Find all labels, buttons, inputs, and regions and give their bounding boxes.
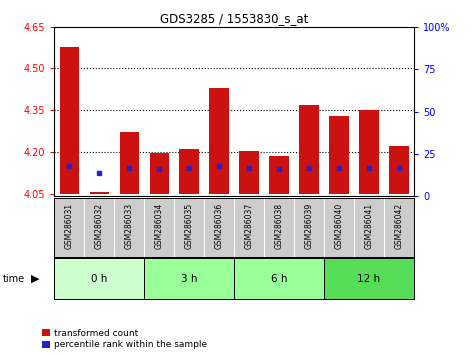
Text: GSM286038: GSM286038 [274, 203, 284, 249]
Legend: transformed count, percentile rank within the sample: transformed count, percentile rank withi… [43, 329, 207, 349]
Text: ▶: ▶ [31, 274, 40, 284]
Bar [54, 258, 144, 299]
Text: 3 h: 3 h [181, 274, 197, 284]
Bar [324, 258, 414, 299]
Bar [389, 146, 409, 194]
Bar [359, 110, 379, 194]
Bar [239, 150, 259, 194]
Bar [269, 156, 289, 194]
Bar [149, 153, 169, 194]
Text: GSM286031: GSM286031 [65, 203, 74, 249]
Text: GSM286032: GSM286032 [95, 203, 104, 249]
Bar [120, 132, 139, 194]
Text: GSM286037: GSM286037 [245, 203, 254, 249]
Bar [234, 258, 324, 299]
Text: GSM286035: GSM286035 [184, 203, 194, 249]
Text: 6 h: 6 h [271, 274, 287, 284]
Text: GSM286042: GSM286042 [394, 203, 403, 249]
Bar [179, 149, 199, 194]
Text: GSM286041: GSM286041 [364, 203, 374, 249]
Text: 12 h: 12 h [358, 274, 380, 284]
Text: time: time [2, 274, 25, 284]
Bar [89, 192, 109, 194]
Bar [299, 104, 319, 194]
Title: GDS3285 / 1553830_s_at: GDS3285 / 1553830_s_at [160, 12, 308, 25]
Text: GSM286036: GSM286036 [215, 203, 224, 249]
Text: GSM286034: GSM286034 [155, 203, 164, 249]
Text: GSM286033: GSM286033 [125, 203, 134, 249]
Text: GSM286039: GSM286039 [305, 203, 314, 249]
Bar [210, 88, 229, 194]
Bar [329, 116, 349, 194]
Text: 0 h: 0 h [91, 274, 107, 284]
Bar [60, 47, 79, 194]
Text: GSM286040: GSM286040 [334, 203, 343, 249]
Bar [144, 258, 234, 299]
